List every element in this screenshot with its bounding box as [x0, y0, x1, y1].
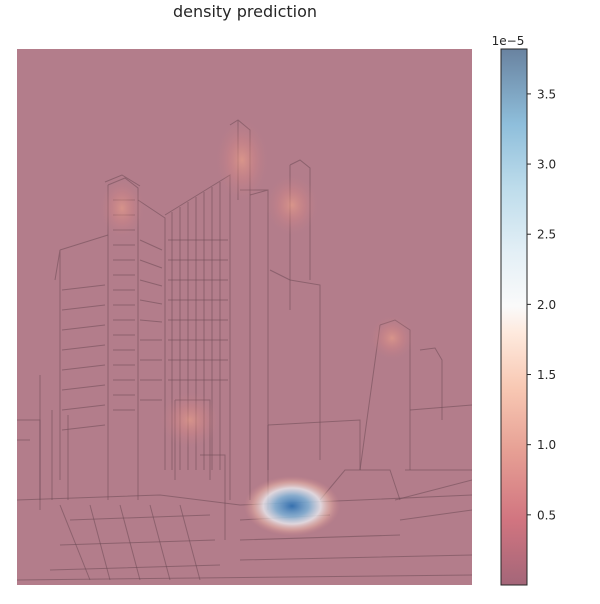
colorbar-tick-label: 2.0	[537, 298, 556, 312]
colorbar-tick-label: 1.0	[537, 438, 556, 452]
density-hotspot-tower-top-center	[216, 120, 268, 200]
chart-title: density prediction	[173, 2, 317, 21]
density-hotspot-center-mid	[160, 392, 220, 448]
density-hotspot-tower-top-right	[266, 175, 318, 235]
density-heatmap	[17, 49, 472, 585]
colorbar-frame	[500, 48, 528, 586]
density-hotspot-main-peak	[244, 476, 340, 536]
colorbar-gradient	[501, 49, 527, 585]
colorbar-tick-label: 3.0	[537, 158, 556, 172]
colorbar-tick-label: 2.5	[537, 228, 556, 242]
colorbar-ticks: 0.5 1.0 1.5 2.0 2.5 3.0 3.5	[527, 87, 556, 522]
colorbar-tick-label: 1.5	[537, 368, 556, 382]
colorbar-tick-label: 0.5	[537, 508, 556, 522]
density-hotspots	[100, 120, 414, 536]
density-hotspot-left-tower	[100, 178, 144, 238]
colorbar-scale-label: 1e−5	[492, 34, 525, 48]
colorbar-tick-label: 3.5	[537, 87, 556, 101]
density-hotspot-right-tower	[370, 316, 414, 360]
colorbar: 1e−5 0.5 1.0 1.5 2.0 2.5 3.0 3.5	[492, 34, 556, 586]
